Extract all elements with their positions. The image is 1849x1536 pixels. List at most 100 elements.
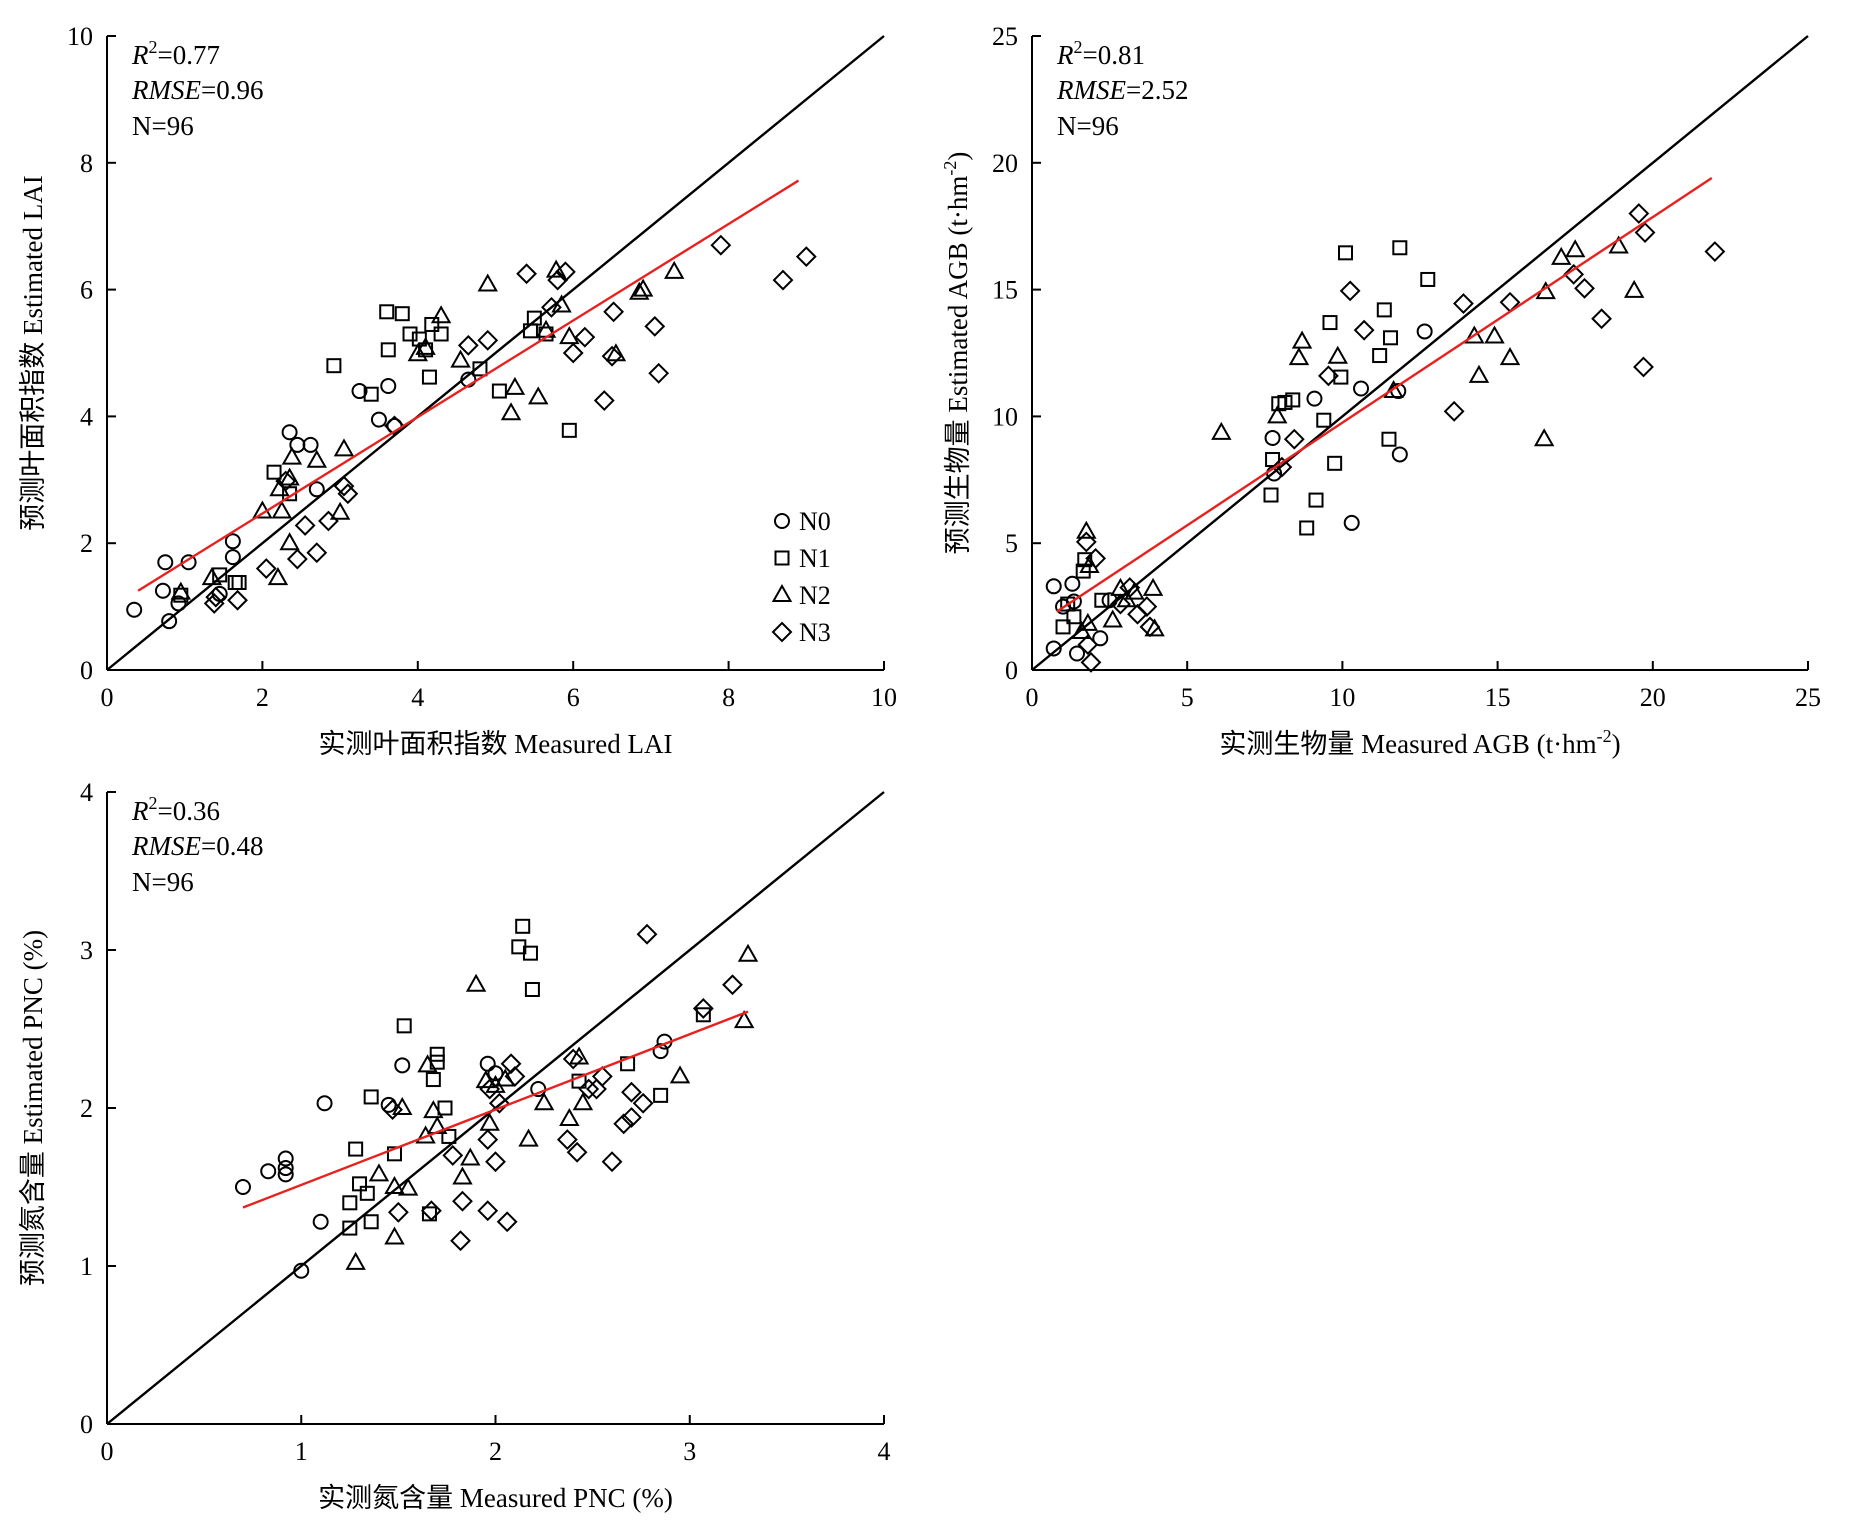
y-tick-label: 4: [80, 778, 93, 807]
data-point-diamond: [547, 269, 569, 291]
data-point-triangle: [279, 467, 300, 486]
data-point-square: [522, 945, 538, 961]
data-point-triangle: [1142, 577, 1164, 596]
data-point-triangle: [170, 581, 192, 600]
data-point-diamond: [294, 515, 316, 536]
series-N3: [203, 234, 817, 614]
series-N1: [173, 304, 577, 603]
data-point-diamond: [1339, 280, 1361, 302]
data-point-triangle: [407, 343, 429, 362]
data-point-diamond: [479, 1078, 501, 1100]
data-point-diamond: [382, 1099, 403, 1120]
data-point-square: [359, 1185, 375, 1201]
chart-panel-agb: 0 5 10 15 20 25 0 5 10 15 20 25 实测生物量 Measured AGB (…: [940, 22, 1821, 759]
data-point-square: [522, 323, 538, 339]
data-point-diamond: [1283, 428, 1305, 450]
data-point-triangle: [1464, 325, 1485, 344]
data-point-circle: [224, 533, 241, 550]
data-point-diamond: [1353, 319, 1375, 341]
data-point-circle: [281, 424, 298, 441]
data-point-triangle: [1468, 364, 1490, 383]
data-point-triangle: [1608, 235, 1629, 254]
data-point-triangle: [733, 1010, 755, 1029]
data-point-triangle: [1383, 380, 1404, 399]
data-point-circle: [312, 1213, 329, 1230]
r-squared-value: =0.36: [158, 796, 220, 826]
series-N3: [382, 923, 743, 1252]
data-point-triangle: [479, 1112, 500, 1131]
x-tick-label: 1: [295, 1437, 308, 1466]
data-point-square: [342, 1195, 358, 1211]
data-point-square: [1265, 452, 1281, 468]
data-point-diamond: [485, 1151, 506, 1173]
x-axis-label-sup: -2: [1597, 726, 1612, 746]
data-point-diamond: [578, 1078, 600, 1100]
data-point-square: [491, 383, 507, 399]
fit-line: [242, 1010, 749, 1209]
data-point-diamond: [601, 1151, 623, 1173]
x-tick-label: 0: [101, 1437, 114, 1466]
y-tick-label: 0: [80, 656, 93, 685]
data-point-diamond: [574, 326, 596, 348]
x-tick-label: 10: [1329, 683, 1355, 712]
y-tick-label: 10: [992, 402, 1018, 431]
data-point-triangle: [1211, 421, 1232, 440]
data-point-diamond: [603, 301, 625, 323]
n-annotation: N=96: [132, 867, 194, 897]
data-point-triangle: [559, 326, 580, 345]
y-tick-label: 20: [992, 149, 1018, 178]
series-N2: [1071, 235, 1645, 639]
data-point-circle: [308, 481, 325, 498]
data-point-triangle: [397, 1177, 419, 1196]
data-point-square: [653, 1087, 669, 1103]
legend-label-N2: N2: [799, 581, 831, 610]
x-tick-label: 25: [1795, 683, 1821, 712]
data-point-square: [402, 326, 418, 342]
data-point-square: [1420, 271, 1436, 287]
data-point-square: [571, 1073, 587, 1089]
data-point-circle: [316, 1095, 333, 1112]
r-squared-value: =0.81: [1083, 40, 1145, 70]
data-point-diamond: [255, 558, 277, 579]
data-point-triangle: [1564, 239, 1586, 258]
data-point-diamond: [562, 342, 584, 364]
data-point-triangle: [500, 402, 522, 421]
y-tick-label: 25: [992, 22, 1018, 51]
data-point-square: [437, 1100, 453, 1116]
data-point-circle: [487, 1065, 504, 1082]
fit-line: [1056, 177, 1713, 613]
data-point-square: [441, 1128, 457, 1144]
data-point-circle: [1045, 578, 1062, 595]
r-squared-sup: 2: [149, 37, 158, 57]
data-point-triangle: [572, 1092, 594, 1111]
data-point-diamond: [306, 542, 328, 564]
data-point-diamond: [771, 621, 793, 643]
y-tick-label: 5: [1005, 529, 1018, 558]
data-point-diamond: [477, 329, 499, 351]
data-point-triangle: [333, 438, 355, 457]
data-point-triangle: [477, 273, 498, 292]
data-point-square: [394, 306, 410, 322]
data-point-triangle: [279, 532, 300, 551]
data-point-diamond: [562, 1048, 584, 1070]
data-point-diamond: [1127, 603, 1148, 625]
data-point-square: [1383, 330, 1399, 346]
data-point-triangle: [201, 567, 223, 586]
data-point-triangle: [267, 567, 289, 586]
legend-label-N3: N3: [799, 618, 831, 647]
data-point-diamond: [1704, 241, 1726, 262]
data-point-circle: [1343, 514, 1360, 531]
data-point-circle: [351, 383, 368, 400]
data-point-diamond: [1574, 277, 1595, 299]
data-point-circle: [380, 377, 397, 394]
data-point-square: [1376, 302, 1392, 318]
data-point-triangle: [1266, 405, 1288, 424]
data-point-triangle: [415, 336, 436, 355]
series-N3: [1075, 203, 1726, 673]
data-point-diamond: [772, 269, 794, 291]
y-axis-label-text: 预测生物量 Estimated AGB (t·hm: [943, 176, 973, 555]
data-point-circle: [224, 549, 241, 566]
x-tick-label: 4: [878, 1437, 891, 1466]
data-point-diamond: [632, 1092, 654, 1114]
